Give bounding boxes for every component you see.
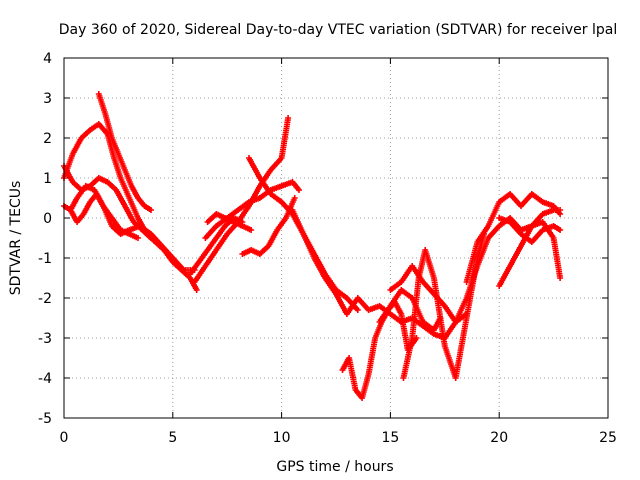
series-markers	[95, 91, 154, 213]
x-tick-label: 10	[273, 430, 291, 446]
y-tick-label: -5	[38, 411, 52, 427]
series-markers	[463, 191, 564, 285]
series-markers	[400, 231, 487, 381]
series-markers	[204, 211, 255, 233]
x-tick-label: 25	[599, 430, 617, 446]
series-markers	[67, 183, 198, 273]
y-tick-label: 4	[43, 51, 52, 67]
series-markers	[496, 215, 564, 245]
series-sat-q	[463, 191, 564, 285]
series-markers	[496, 219, 564, 289]
series-sat-p	[376, 287, 444, 333]
series-sat-s	[496, 215, 564, 245]
y-tick-label: -3	[38, 331, 52, 347]
y-tick-label: -2	[38, 291, 52, 307]
y-tick-labels: -5 -4 -3 -2 -1 0 1 2 3 4	[38, 51, 52, 427]
chart-title: Day 360 of 2020, Sidereal Day-to-day VTE…	[59, 22, 617, 38]
y-tick-label: 0	[43, 211, 52, 227]
series-sat-e	[95, 91, 154, 213]
series-sat-r	[496, 219, 564, 289]
series-sat-d	[67, 183, 198, 273]
series-markers	[239, 195, 298, 257]
y-axis-label: SDTVAR / TECUs	[8, 181, 24, 296]
y-tick-label: 1	[43, 171, 52, 187]
series-sat-o	[400, 231, 487, 381]
series-markers	[376, 287, 444, 333]
y-tick-label: -1	[38, 251, 52, 267]
y-tick-label: 3	[43, 91, 52, 107]
plot-frame	[63, 57, 609, 419]
x-tick-label: 5	[168, 430, 177, 446]
series-sat-i	[239, 195, 298, 257]
series-markers	[289, 207, 470, 341]
y-tick-label: 2	[43, 131, 52, 147]
x-tick-label: 0	[60, 430, 69, 446]
series-sat-l	[289, 207, 470, 341]
x-tick-labels: 0 5 10 15 20 25	[60, 430, 617, 446]
series-markers	[191, 115, 292, 285]
x-tick-label: 15	[381, 430, 399, 446]
series-sat-g	[191, 115, 292, 285]
y-tick-label: -4	[38, 371, 52, 387]
x-tick-label: 20	[490, 430, 508, 446]
x-axis-label: GPS time / hours	[276, 459, 393, 475]
series-sat-j	[204, 211, 255, 233]
